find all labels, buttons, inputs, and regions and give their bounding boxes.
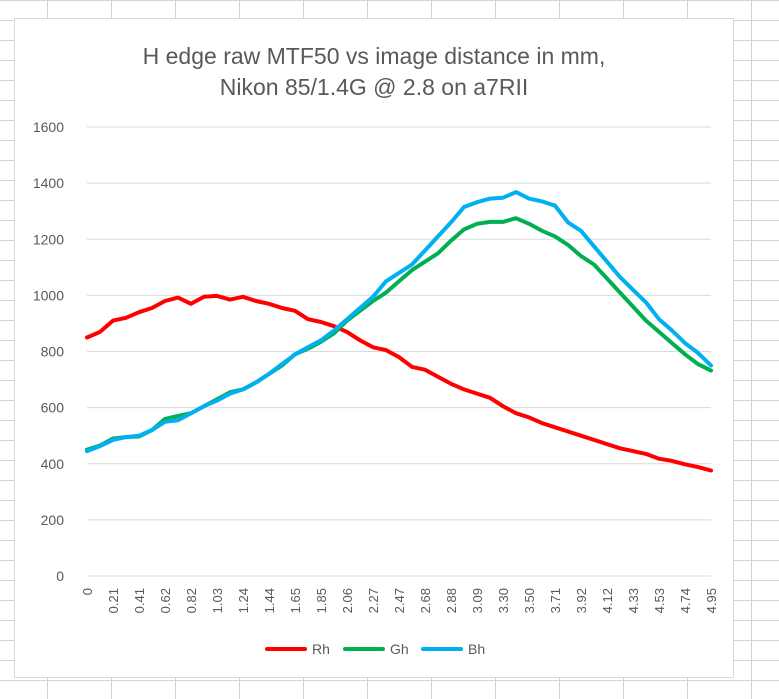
x-tick-label: 2.27	[366, 588, 381, 613]
chart-title: H edge raw MTF50 vs image distance in mm…	[15, 41, 733, 103]
x-tick-label: 1.03	[210, 588, 225, 613]
series-line-gh	[85, 216, 713, 452]
y-tick-label: 0	[56, 568, 64, 584]
x-tick-label: 3.71	[548, 588, 563, 613]
x-tick-label: 4.53	[652, 588, 667, 613]
y-tick-label: 1200	[33, 231, 64, 247]
x-axis-ticks: 0 0.21 0.41 0.62 0.82 1.03 1.24 1.44 1.65 1.85 2.0…	[80, 588, 719, 613]
x-tick-label: 0	[80, 588, 95, 595]
y-tick-label: 600	[41, 400, 65, 416]
x-tick-label: 3.30	[496, 588, 511, 613]
series-line-bh	[85, 190, 713, 454]
series-line-rh	[85, 293, 713, 473]
chart-area: H edge raw MTF50 vs image distance in mm…	[14, 18, 734, 678]
legend-label-gh: Gh	[390, 641, 409, 657]
legend: Rh Gh Bh	[265, 641, 485, 657]
x-tick-label: 2.06	[340, 588, 355, 613]
y-axis-ticks: 0 200 400 600 800 1000 1200 1400 1600	[33, 119, 64, 584]
x-tick-label: 3.50	[522, 588, 537, 613]
gridlines	[87, 126, 711, 577]
y-tick-label: 1000	[33, 287, 64, 303]
series-lines	[85, 190, 713, 473]
x-tick-label: 1.44	[262, 588, 277, 613]
x-tick-label: 1.24	[236, 588, 251, 613]
x-tick-label: 4.74	[678, 588, 693, 613]
x-tick-label: 4.33	[626, 588, 641, 613]
x-tick-label: 2.47	[392, 588, 407, 613]
x-tick-label: 4.95	[704, 588, 719, 613]
y-tick-label: 400	[41, 456, 65, 472]
x-tick-label: 0.41	[132, 588, 147, 613]
x-tick-label: 0.82	[184, 588, 199, 613]
x-tick-label: 2.68	[418, 588, 433, 613]
y-tick-label: 1400	[33, 175, 64, 191]
x-tick-label: 1.85	[314, 588, 329, 613]
x-tick-label: 0.21	[106, 588, 121, 613]
chart-title-line-2: Nikon 85/1.4G @ 2.8 on a7RII	[219, 74, 529, 100]
legend-label-bh: Bh	[468, 641, 485, 657]
x-tick-label: 3.09	[470, 588, 485, 613]
x-tick-label: 0.62	[158, 588, 173, 613]
x-tick-label: 4.12	[600, 588, 615, 613]
x-tick-label: 2.88	[444, 588, 459, 613]
y-tick-label: 200	[41, 512, 65, 528]
x-tick-label: 3.92	[574, 588, 589, 613]
chart-title-line-1: H edge raw MTF50 vs image distance in mm…	[142, 43, 606, 69]
y-tick-label: 1600	[33, 119, 64, 135]
y-tick-label: 800	[41, 344, 65, 360]
x-tick-label: 1.65	[288, 588, 303, 613]
legend-label-rh: Rh	[312, 641, 330, 657]
